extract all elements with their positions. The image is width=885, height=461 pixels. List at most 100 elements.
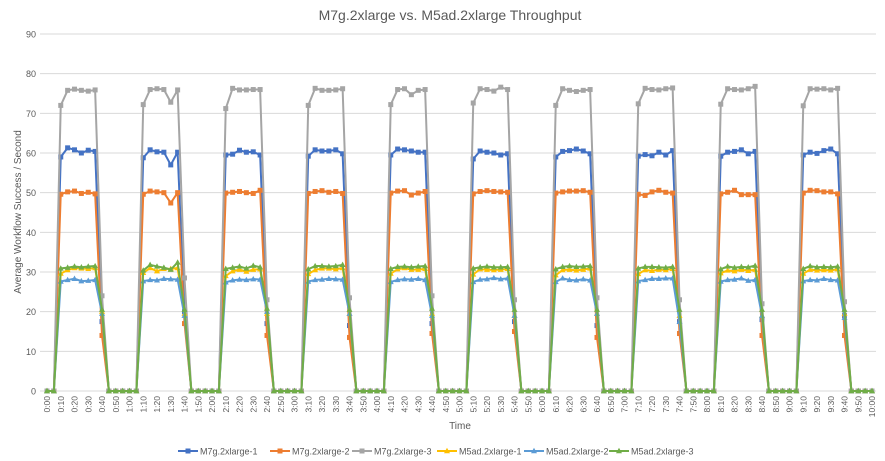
data-point — [587, 151, 593, 157]
data-point — [140, 102, 146, 108]
y-tick-label: 40 — [26, 228, 36, 238]
data-point — [745, 267, 752, 274]
data-point — [642, 85, 648, 91]
data-point — [360, 387, 367, 394]
data-point — [656, 87, 662, 93]
legend-label: M7g.2xlarge-3 — [374, 447, 432, 457]
data-point — [732, 87, 737, 93]
x-tick-label: 6:20 — [565, 396, 575, 413]
data-point — [230, 85, 236, 91]
data-point — [388, 102, 394, 108]
data-point — [147, 188, 153, 194]
data-point — [243, 190, 249, 196]
data-point — [319, 188, 325, 194]
data-point — [855, 387, 862, 394]
data-point — [635, 101, 641, 107]
data-point — [243, 268, 250, 274]
x-tick-label: 0:40 — [97, 396, 107, 413]
data-point — [545, 387, 552, 394]
data-point — [449, 387, 456, 394]
data-point — [257, 264, 264, 270]
data-point — [401, 275, 408, 282]
data-point — [745, 277, 752, 283]
data-point — [814, 277, 820, 283]
data-point — [560, 189, 566, 195]
data-point — [484, 87, 490, 93]
x-tick-labels: 0:00 0:10 0:20 0:30 0:40 0:50 1:00 1:10 1:20 1:30… — [42, 396, 877, 418]
series-line — [47, 267, 872, 392]
data-point — [85, 189, 91, 195]
data-point — [477, 188, 483, 194]
data-point — [559, 263, 566, 270]
legend-label: M5ad.2xlarge-3 — [631, 447, 694, 457]
data-point — [408, 264, 415, 270]
data-point — [174, 276, 181, 282]
data-point — [580, 87, 586, 93]
data-point — [257, 187, 263, 193]
data-point — [553, 102, 559, 108]
data-point — [72, 147, 77, 153]
data-point — [470, 265, 477, 271]
data-point — [85, 88, 91, 94]
data-point — [78, 277, 85, 284]
data-point — [484, 275, 490, 282]
data-point — [236, 276, 243, 282]
data-point — [99, 332, 105, 338]
data-point — [504, 263, 511, 270]
data-point — [340, 151, 346, 157]
data-point — [99, 293, 105, 299]
data-point — [161, 149, 167, 155]
data-point — [394, 263, 401, 270]
data-point — [649, 189, 655, 195]
x-tick-label: 4:20 — [400, 396, 410, 413]
legend-label: M7g.2xlarge-2 — [292, 447, 350, 457]
data-point — [284, 387, 291, 394]
data-point — [491, 150, 497, 156]
data-point — [490, 266, 497, 273]
y-tick-label: 20 — [26, 307, 36, 317]
data-point — [394, 276, 401, 283]
data-point — [277, 387, 284, 394]
data-point — [752, 83, 758, 89]
data-point — [690, 387, 697, 394]
data-point — [669, 263, 676, 270]
x-tick-label: 6:30 — [578, 396, 588, 413]
data-point — [642, 192, 648, 198]
data-point — [862, 387, 869, 394]
data-point — [828, 189, 834, 195]
data-point — [319, 87, 325, 93]
data-point — [670, 148, 676, 154]
data-point — [236, 266, 243, 272]
data-point — [477, 86, 483, 92]
data-point — [470, 100, 476, 106]
data-point — [72, 188, 77, 194]
x-tick-label: 2:00 — [207, 396, 217, 413]
x-tick-label: 8:50 — [771, 396, 781, 413]
y-tick-label: 70 — [26, 109, 36, 119]
data-point — [174, 259, 181, 265]
data-point — [642, 266, 649, 273]
legend-item: M5ad.2xlarge-2 — [524, 447, 609, 457]
data-point — [498, 189, 504, 195]
x-tick-label: 7:00 — [620, 396, 630, 413]
data-point — [230, 189, 236, 195]
data-point — [484, 188, 490, 194]
data-point — [573, 263, 580, 270]
data-point — [175, 149, 181, 155]
data-point — [442, 387, 449, 394]
data-point — [333, 188, 339, 194]
data-point — [807, 266, 814, 272]
data-point — [649, 275, 655, 281]
data-point — [649, 153, 655, 159]
x-tick-label: 1:00 — [125, 396, 135, 413]
data-point — [807, 187, 813, 193]
x-tick-label: 0:50 — [111, 396, 121, 413]
data-point — [222, 265, 229, 272]
data-point — [566, 262, 573, 269]
data-point — [408, 92, 414, 98]
data-point — [587, 262, 594, 269]
x-tick-label: 8:40 — [757, 396, 767, 413]
data-point — [250, 87, 256, 93]
data-point — [587, 87, 593, 93]
data-point — [600, 387, 607, 394]
